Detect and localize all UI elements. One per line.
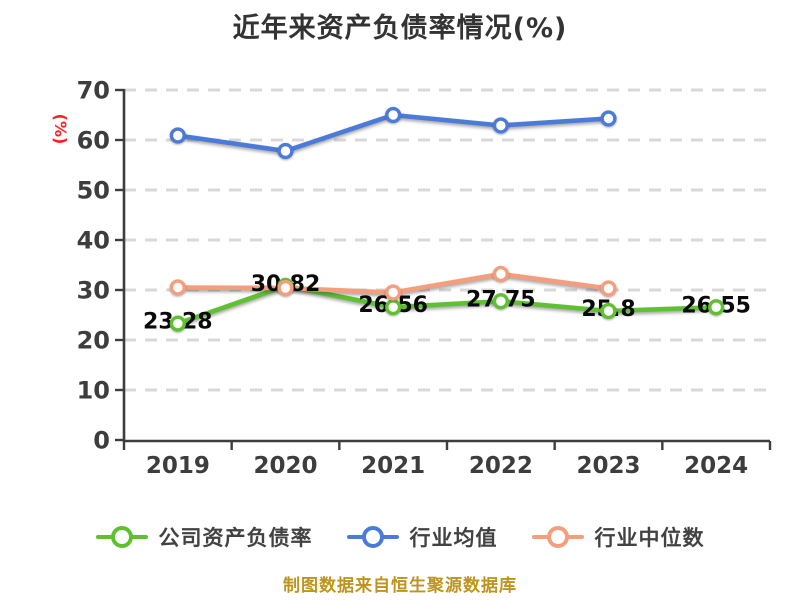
data-point-marker-industry-median [169, 279, 186, 296]
x-tick-label: 2024 [684, 453, 748, 479]
data-point-marker-company-debt-ratio [385, 299, 402, 316]
data-point-marker-industry-median [492, 265, 509, 283]
data-point-marker-company-debt-ratio [492, 293, 509, 310]
data-point-marker-industry-average [492, 117, 509, 134]
y-tick-label: 60 [77, 127, 110, 155]
legend-label: 公司资产负债率 [158, 526, 313, 550]
legend-item-company-debt-ratio[interactable]: 公司资产负债率 [95, 522, 313, 552]
legend-item-industry-average[interactable]: 行业均值 [346, 522, 498, 552]
data-point-marker-industry-average [385, 106, 402, 124]
y-tick-label: 50 [77, 177, 110, 205]
x-tick-label: 2022 [469, 453, 533, 479]
company-debt-ratio-legend-marker-icon [95, 526, 148, 548]
series-line-company-debt-ratio [175, 283, 719, 326]
data-point-marker-industry-average [277, 142, 294, 160]
data-source-credit: 制图数据来自恒生聚源数据库 [283, 576, 517, 596]
data-point-marker-industry-median [385, 284, 402, 301]
y-tick-label: 70 [77, 77, 110, 105]
data-point-marker-industry-average [169, 127, 186, 144]
data-point-marker-industry-median [277, 279, 294, 297]
industry-average-legend-marker-icon [346, 526, 399, 548]
data-point-marker-industry-median [600, 280, 617, 297]
legend-label: 行业均值 [409, 526, 498, 550]
chart-title: 近年来资产负债率情况(%) [232, 13, 568, 44]
x-tick-label: 2020 [253, 453, 317, 479]
y-tick-label: 30 [77, 277, 110, 305]
x-tick-label: 2023 [576, 453, 640, 479]
x-tick-label: 2021 [361, 453, 425, 479]
legend-label: 行业中位数 [594, 526, 705, 550]
y-tick-label: 40 [77, 227, 110, 255]
x-tick-label: 2019 [146, 453, 210, 479]
legend-item-industry-median[interactable]: 行业中位数 [531, 522, 705, 552]
legend: 公司资产负债率 行业均值 行业中位数 [0, 522, 800, 552]
data-point-marker-company-debt-ratio [169, 315, 186, 332]
y-tick-label: 0 [93, 427, 110, 455]
y-tick-label: 10 [77, 377, 110, 405]
y-tick-label: 20 [77, 327, 110, 355]
industry-median-legend-marker-icon [531, 526, 584, 548]
data-point-marker-company-debt-ratio [708, 299, 725, 316]
data-point-marker-industry-average [600, 110, 617, 127]
data-point-marker-company-debt-ratio [600, 302, 617, 320]
